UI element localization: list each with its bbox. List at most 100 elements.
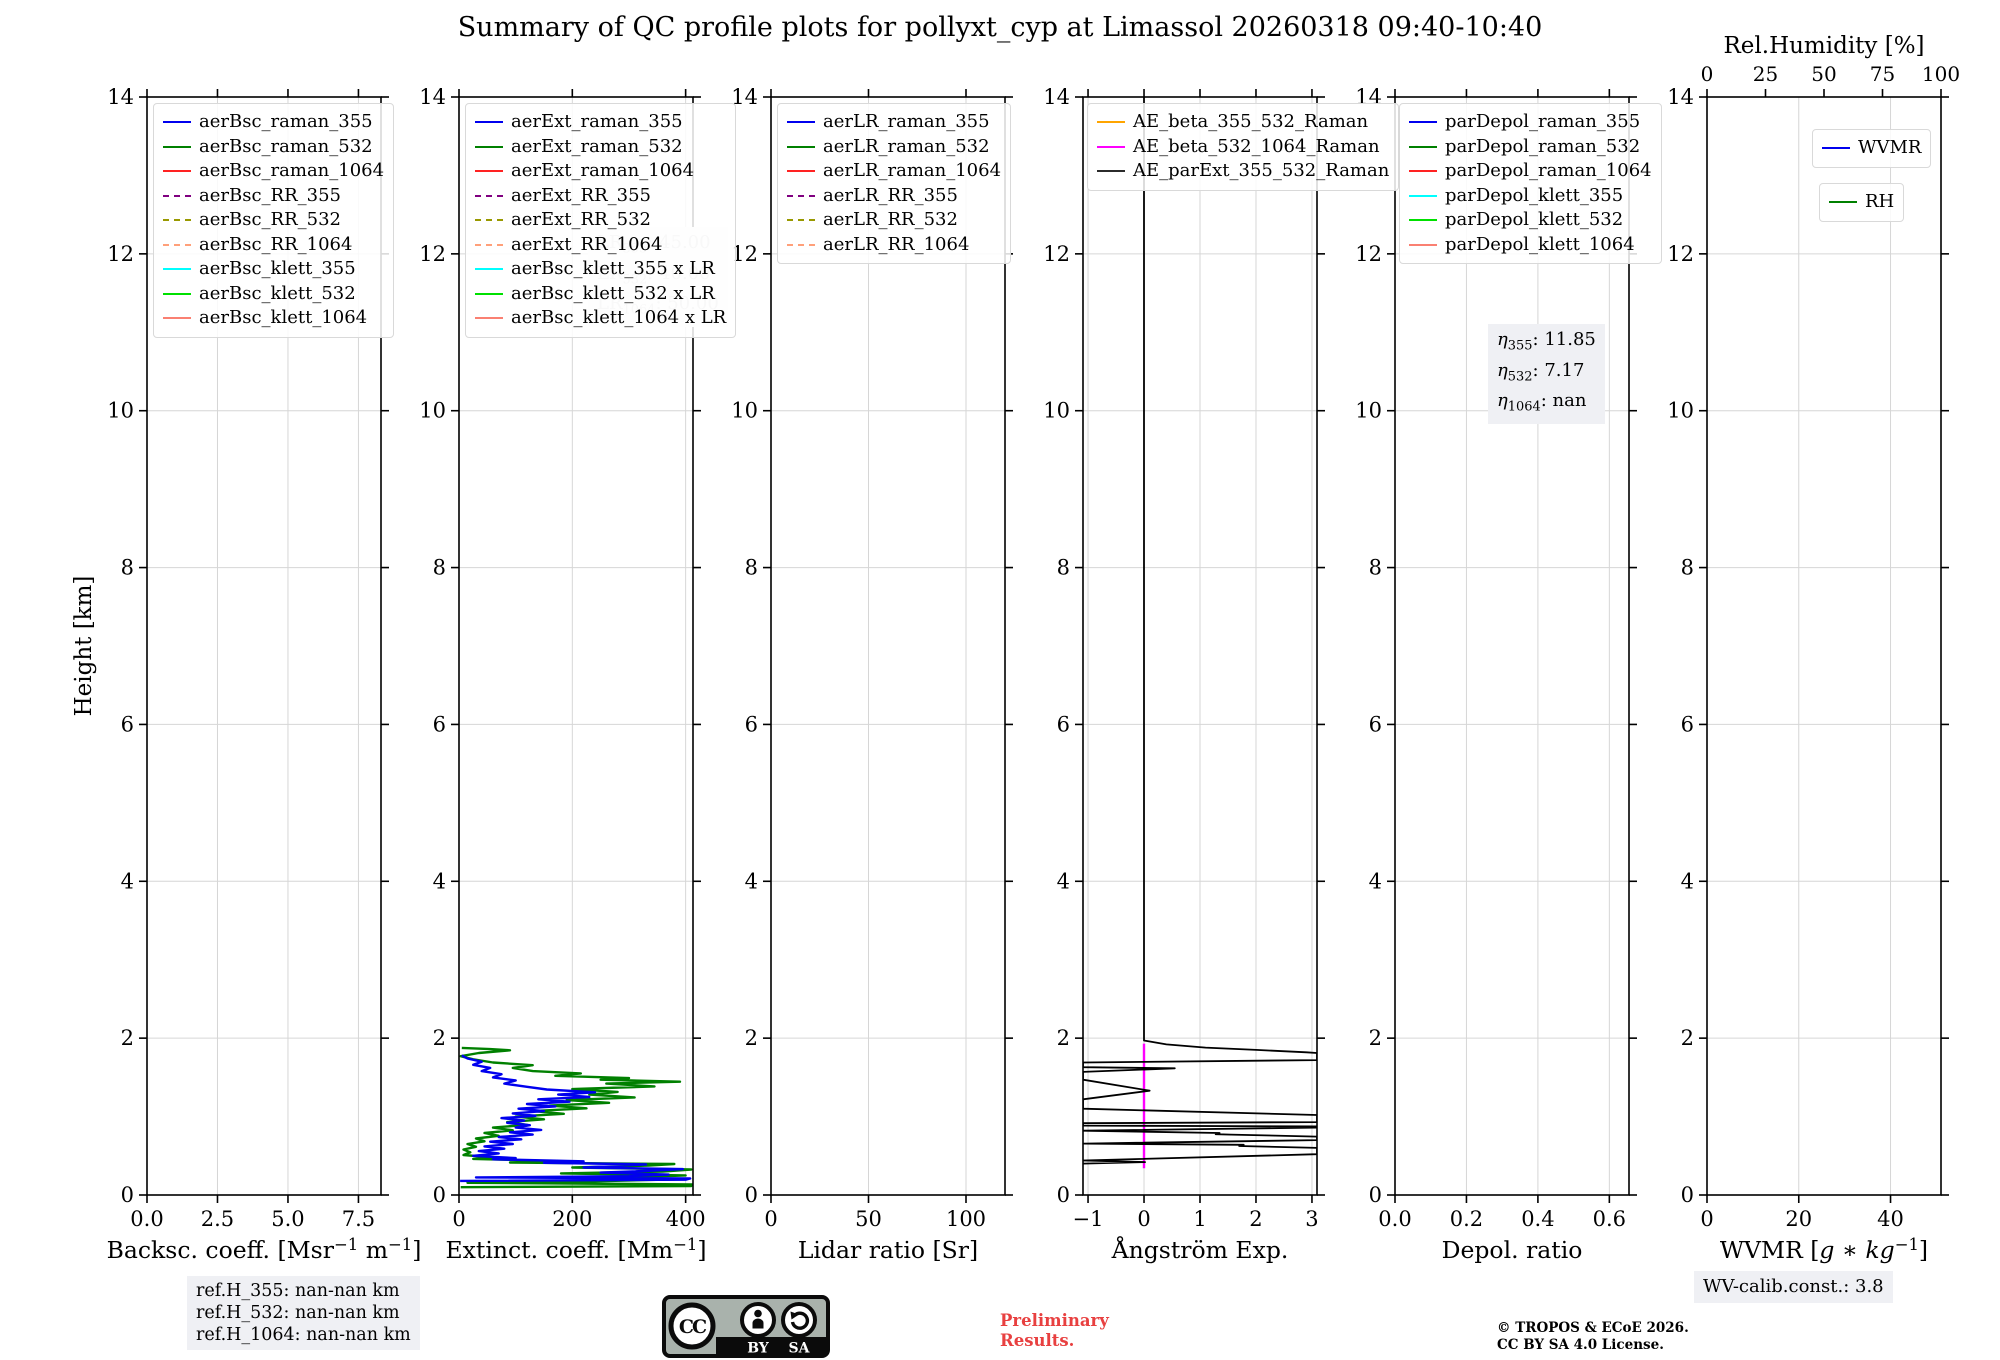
legend-item: aerBsc_RR_1064 bbox=[163, 233, 384, 258]
legend-line-sample bbox=[787, 194, 815, 197]
legend-line-sample bbox=[1409, 194, 1437, 197]
legend-item: aerLR_raman_355 bbox=[787, 110, 1001, 135]
legend-item: AE_beta_532_1064_Raman bbox=[1097, 135, 1389, 160]
panel-backscatter: 0.0 2.5 5.0 7.5 0 2 4 6 8 10 12 14 Backsc. coeff. [M… bbox=[107, 85, 422, 1264]
reference-height-box: ref.H_355: nan-nan km ref.H_532: nan-nan… bbox=[187, 1276, 420, 1350]
y-tick-label: 6 bbox=[1681, 712, 1694, 736]
plot-border bbox=[1706, 96, 1942, 1196]
legend-item: parDepol_raman_532 bbox=[1409, 135, 1652, 160]
legend-line-sample bbox=[475, 194, 503, 197]
legend-item: aerBsc_klett_355 x LR bbox=[475, 257, 726, 282]
legend-line-sample bbox=[1409, 243, 1437, 246]
legend-line-sample bbox=[475, 145, 503, 148]
legend-item: aerLR_RR_532 bbox=[787, 208, 1001, 233]
y-tick-label: 4 bbox=[745, 869, 758, 893]
plot-border bbox=[1394, 96, 1630, 1196]
legend-line-sample bbox=[475, 219, 503, 222]
legend-label: aerLR_RR_1064 bbox=[823, 233, 970, 255]
x-tick-label: 20 bbox=[1785, 1207, 1812, 1231]
legend-label: aerExt_raman_1064 bbox=[511, 160, 695, 181]
series-AE_parExt_355_532_Raman bbox=[1083, 97, 1317, 1165]
y-tick-label: 4 bbox=[121, 869, 134, 893]
legend-item: aerExt_RR_1064 bbox=[475, 233, 726, 258]
y-tick-label: 6 bbox=[1369, 712, 1382, 736]
x-tick-label: 0 bbox=[764, 1207, 777, 1231]
legend-extinction: aerExt_raman_355 aerExt_raman_532 aerExt_r… bbox=[465, 103, 737, 338]
cc-circle bbox=[668, 1302, 716, 1350]
sa-arrow-icon bbox=[781, 1302, 817, 1338]
x-tick-label: 0 bbox=[1137, 1207, 1150, 1231]
legend-item: aerBsc_raman_1064 bbox=[163, 159, 384, 184]
legend-label: aerBsc_raman_355 bbox=[199, 111, 373, 132]
y-tick-label: 0 bbox=[121, 1183, 134, 1207]
legend-line-sample bbox=[163, 194, 191, 197]
legend-label: aerLR_raman_1064 bbox=[823, 160, 1002, 181]
y-tick-label: 12 bbox=[419, 242, 446, 266]
legend-line-sample bbox=[1097, 170, 1125, 173]
legend-item: aerLR_raman_1064 bbox=[787, 159, 1001, 184]
legend-item: aerBsc_raman_532 bbox=[163, 135, 384, 160]
x-tick-label: 2.5 bbox=[201, 1207, 234, 1231]
legend-label: RH bbox=[1865, 191, 1895, 212]
sa-label: SA bbox=[789, 1341, 811, 1357]
legend-item: aerExt_raman_532 bbox=[475, 135, 726, 160]
y-tick-label: 4 bbox=[1681, 869, 1694, 893]
y-tick-label: 12 bbox=[1667, 242, 1694, 266]
x-tick-label: 1 bbox=[1193, 1207, 1206, 1231]
y-tick-label: 4 bbox=[433, 869, 446, 893]
y-tick-label: 10 bbox=[1667, 399, 1694, 423]
by-label: BY bbox=[747, 1341, 770, 1357]
legend-line-sample bbox=[163, 243, 191, 246]
x-axis-label: Lidar ratio [Sr] bbox=[798, 1236, 978, 1264]
legend-label: aerBsc_RR_1064 bbox=[199, 233, 353, 255]
preliminary-line: Results. bbox=[1000, 1331, 1075, 1350]
legend-line-sample bbox=[1409, 170, 1437, 173]
x-tick-label: 0.2 bbox=[1450, 1207, 1483, 1231]
y-tick-label: 8 bbox=[1369, 556, 1382, 580]
y-tick-label: 0 bbox=[1681, 1183, 1694, 1207]
legend-line-sample bbox=[787, 170, 815, 173]
copyright-note: © TROPOS & ECoE 2026. CC BY SA 4.0 Licen… bbox=[1497, 1320, 1689, 1354]
legend-item: aerLR_RR_355 bbox=[787, 184, 1001, 209]
cc-badge-strip bbox=[716, 1337, 826, 1355]
series-aerExt_raman_355 bbox=[460, 1054, 692, 1183]
y-tick-label: 0 bbox=[433, 1183, 446, 1207]
y-tick-label: 10 bbox=[1355, 399, 1382, 423]
y-tick-label: 2 bbox=[745, 1026, 758, 1050]
y-tick-label: 10 bbox=[419, 399, 446, 423]
legend-line-sample bbox=[475, 121, 503, 124]
preliminary-results-note: Preliminary Results. bbox=[1000, 1311, 1109, 1351]
legend-label: aerLR_raman_532 bbox=[823, 135, 990, 157]
legend-item: aerBsc_klett_1064 x LR bbox=[475, 306, 726, 331]
y-tick-label: 2 bbox=[433, 1026, 446, 1050]
y-tick-label: 2 bbox=[1057, 1026, 1070, 1050]
legend-label: parDepol_raman_532 bbox=[1445, 135, 1641, 157]
y-tick-label: 14 bbox=[1667, 85, 1694, 109]
legend-line-sample bbox=[475, 268, 503, 271]
legend-label: parDepol_klett_532 bbox=[1445, 209, 1624, 230]
legend-label: aerLR_RR_355 bbox=[823, 184, 958, 206]
cc-by-sa-badge: CC BY SA bbox=[662, 1295, 830, 1358]
annotation-line: η355: 11.85 bbox=[1497, 329, 1596, 354]
legend-line-sample bbox=[475, 170, 503, 173]
wv-calibration-box: WV-calib.const.: 3.8 bbox=[1694, 1271, 1893, 1303]
x-tick-label: 5.0 bbox=[271, 1207, 304, 1231]
legend-item: parDepol_klett_1064 bbox=[1409, 233, 1652, 258]
x-tick-label: 50 bbox=[855, 1207, 882, 1231]
legend-backscatter: aerBsc_raman_355 aerBsc_raman_532 aerBsc_r… bbox=[153, 103, 395, 338]
legend-line-sample bbox=[1409, 121, 1437, 124]
y-tick-label: 8 bbox=[1681, 556, 1694, 580]
legend-item: aerBsc_klett_532 bbox=[163, 282, 384, 307]
x-tick-label: 400 bbox=[666, 1207, 706, 1231]
y-tick-label: 6 bbox=[433, 712, 446, 736]
y-tick-label: 4 bbox=[1057, 869, 1070, 893]
legend-item: aerLR_raman_532 bbox=[787, 135, 1001, 160]
legend-label: aerBsc_RR_532 bbox=[199, 209, 341, 230]
legend-item: parDepol_raman_355 bbox=[1409, 110, 1652, 135]
legend-line-sample bbox=[163, 317, 191, 320]
x-axis-label: Backsc. coeff. [Msr−1 m−1] bbox=[107, 1235, 422, 1264]
legend-item: aerExt_RR_532 bbox=[475, 208, 726, 233]
y-tick-label: 2 bbox=[121, 1026, 134, 1050]
